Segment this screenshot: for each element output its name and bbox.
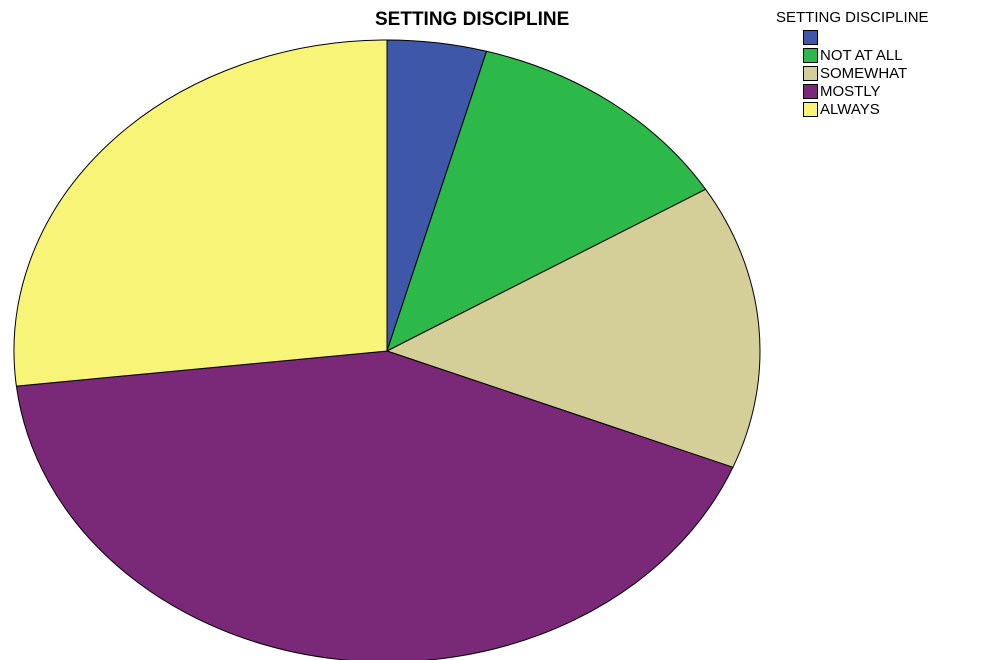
legend-label-mostly: MOSTLY <box>820 82 881 100</box>
legend-entry-somewhat: SOMEWHAT <box>803 64 929 82</box>
legend-entry-blank <box>803 28 929 46</box>
legend-label-always: ALWAYS <box>820 100 880 118</box>
pie-slice-always <box>13 39 388 387</box>
pie-slice-not-at-all <box>386 50 707 352</box>
legend-swatch-mostly <box>803 83 818 99</box>
legend-swatch-blank <box>803 29 818 45</box>
chart-title: SETTING DISCIPLINE <box>375 9 570 30</box>
legend-title: SETTING DISCIPLINE <box>776 9 929 26</box>
legend-swatch-not-at-all <box>803 47 818 63</box>
legend-entry-always: ALWAYS <box>803 100 929 118</box>
legend-entry-not-at-all: NOT AT ALL <box>803 46 929 64</box>
legend-label-not-at-all: NOT AT ALL <box>820 46 903 64</box>
pie-slice-somewhat <box>386 188 761 468</box>
pie-slice-mostly <box>15 350 734 660</box>
legend-swatch-always <box>803 101 818 117</box>
legend: SETTING DISCIPLINE NOT AT ALL SOMEWHAT MOS… <box>776 9 929 118</box>
legend-entry-mostly: MOSTLY <box>803 82 929 100</box>
legend-entries: NOT AT ALL SOMEWHAT MOSTLY ALWAYS <box>776 28 929 118</box>
legend-swatch-somewhat <box>803 65 818 81</box>
legend-label-somewhat: SOMEWHAT <box>820 64 908 82</box>
